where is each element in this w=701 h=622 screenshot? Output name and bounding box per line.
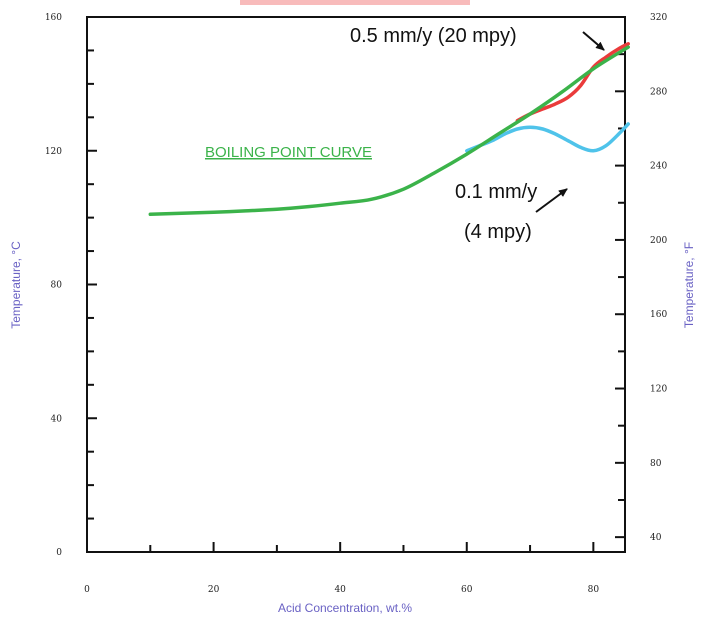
y-tick-label: 40 [51, 414, 63, 424]
series-line-boiling-point-curve [148, 45, 630, 217]
series-line-0-1-mm-y-4-mpy [465, 122, 630, 153]
y2-tick-label: 160 [650, 310, 667, 320]
annotation-0.5mmy-arrow [582, 31, 605, 51]
y2-tick-label: 80 [650, 459, 662, 469]
y2-tick-label: 280 [650, 87, 667, 97]
y-tick-label: 0 [56, 548, 62, 558]
x-tick-label: 40 [334, 585, 346, 595]
y2-tick-label: 320 [650, 13, 667, 23]
x-tick-label: 0 [84, 585, 90, 595]
boiling-point-curve-label: BOILING POINT CURVE [205, 144, 372, 161]
y2-tick-label: 240 [650, 162, 667, 172]
annotation-0.1mmy: 0.1 mm/y [455, 181, 537, 203]
annotation-0.1mmy-arrow [535, 188, 568, 213]
axes: 0 20 40 60 80 0 40 80 120 160 40 80 120 160 200 240 280 3… [45, 13, 668, 595]
y-tick-label: 80 [51, 281, 63, 291]
x-tick-label: 80 [588, 585, 600, 595]
cropped-title-fragment [240, 0, 470, 5]
x-tick-label: 20 [208, 585, 220, 595]
y-axis-label-fahrenheit: Temperature, °F [682, 242, 696, 328]
y2-tick-label: 40 [650, 533, 662, 543]
y-axis-label-celsius: Temperature, °C [9, 241, 23, 329]
y2-tick-label: 200 [650, 236, 667, 246]
y-tick-label: 160 [45, 13, 62, 23]
y2-tick-label: 120 [650, 385, 667, 395]
annotation-0.5mmy: 0.5 mm/y (20 mpy) [350, 25, 517, 47]
x-tick-label: 60 [461, 585, 473, 595]
plot-frame [86, 16, 626, 553]
x-axis-label: Acid Concentration, wt.% [278, 601, 412, 615]
y-tick-label: 120 [45, 147, 62, 157]
series-layer [148, 42, 630, 217]
annotation-4mpy: (4 mpy) [464, 221, 532, 243]
